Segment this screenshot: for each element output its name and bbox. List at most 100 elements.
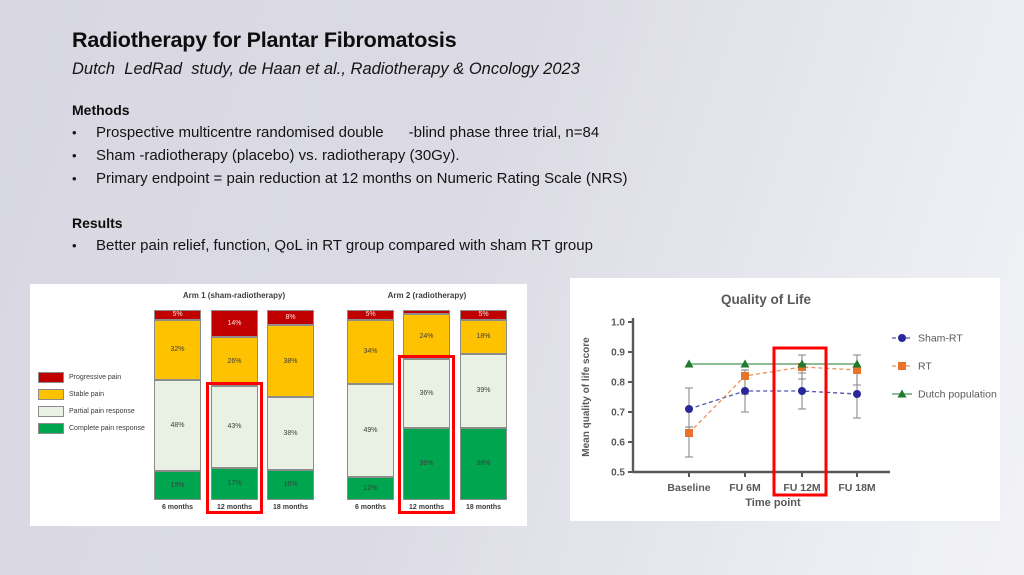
legend-row: Progressive pain <box>38 372 145 383</box>
bar-segment: 16% <box>267 469 314 500</box>
bar-category-label: 12 months <box>408 504 444 511</box>
legend-label: Stable pain <box>69 391 105 398</box>
bar-segment: 36% <box>403 359 450 428</box>
bar-segment: 5% <box>347 310 394 320</box>
bar-segment: 15% <box>154 471 201 500</box>
bar-segment: 39% <box>460 353 507 428</box>
bullet-marker: • <box>72 125 77 140</box>
stacked-bar: 5% 32% 48% 15% <box>154 310 201 500</box>
bar-segment: 38% <box>267 397 314 470</box>
bullet-marker: • <box>72 148 77 163</box>
methods-bullet-item-text: Primary endpoint = pain reduction at 12 … <box>96 170 628 187</box>
legend-swatch <box>38 372 64 383</box>
qol-xaxis-label: Time point <box>745 497 801 509</box>
triangle-marker-dutch-population <box>852 359 862 368</box>
legend-label: Dutch population <box>918 389 997 401</box>
bar-segment: 38% <box>403 427 450 500</box>
y-tick-label: 0.9 <box>611 348 625 359</box>
bar-category-label: 6 months <box>161 504 194 511</box>
bar-segment: 5% <box>460 310 507 320</box>
legend-row: Partial pain response <box>38 406 145 417</box>
bar-category-label: 6 months <box>354 504 387 511</box>
bullet-marker: • <box>72 171 77 186</box>
square-marker-rt <box>741 372 749 380</box>
circle-marker-sham-rt <box>741 387 749 395</box>
triangle-marker-dutch-population <box>740 359 750 368</box>
stacked-bar: 8% 38% 38% 16% <box>267 310 314 500</box>
slide-title: Radiotherapy for Plantar Fibromatosis <box>72 28 457 52</box>
legend-swatch <box>38 389 64 400</box>
stacked-bar: 5% 18% 39% 38% <box>460 310 507 500</box>
stacked-bar: 14% 26% 43% 17% <box>211 310 258 500</box>
bar-category-label: 18 months <box>272 504 308 511</box>
qol-chart-svg: Quality of Life Time point Mean quality of… <box>581 292 997 509</box>
bar-segment: 43% <box>211 385 258 468</box>
legend-swatch <box>38 423 64 434</box>
methods-bullet-item-text: Sham -radiotherapy (placebo) vs. radioth… <box>96 147 460 164</box>
bar-segment: 32% <box>154 319 201 381</box>
x-tick-label: FU 18M <box>838 482 876 494</box>
bar-segment: 48% <box>154 380 201 472</box>
qol-yaxis-label: Mean quality of life score <box>581 337 592 457</box>
legend-label: Sham-RT <box>918 333 963 345</box>
methods-bullet-item-2: • Sham -radiotherapy (placebo) vs. radiot… <box>72 144 628 167</box>
circle-marker-sham-rt <box>798 387 806 395</box>
results-list: • Better pain relief, function, QoL in RT… <box>72 234 593 257</box>
stacked-bar: 5% 34% 49% 12% <box>347 310 394 500</box>
legend-marker-circle <box>898 334 906 342</box>
quality-of-life-line-chart: Quality of Life Time point Mean quality of… <box>570 278 1000 521</box>
circle-marker-sham-rt <box>853 390 861 398</box>
arm-group-title: Arm 1 (sham-radiotherapy) <box>182 291 286 300</box>
x-tick-label: FU 6M <box>729 482 761 494</box>
bar-segment: 49% <box>347 384 394 478</box>
bar-segment: 24% <box>403 313 450 360</box>
legend-label: Partial pain response <box>69 408 135 415</box>
y-tick-label: 0.6 <box>611 438 625 449</box>
methods-bullet-item-1: • Prospective multicentre randomised doub… <box>72 121 628 144</box>
triangle-marker-dutch-population <box>797 359 807 368</box>
bar-segment: 34% <box>347 319 394 385</box>
y-tick-label: 0.8 <box>611 378 625 389</box>
highlight-box-12-months <box>206 382 263 514</box>
pain-response-stacked-bar-chart: Progressive pain Stable pain Partial pain … <box>30 284 527 526</box>
legend-marker-triangle <box>897 389 907 398</box>
legend-label: RT <box>918 361 932 373</box>
bar-segment: 38% <box>267 325 314 398</box>
square-marker-rt <box>853 366 861 374</box>
highlight-box-12-months <box>398 355 455 514</box>
legend-row: Stable pain <box>38 389 145 400</box>
methods-heading: Methods <box>72 102 130 118</box>
qol-title: Quality of Life <box>721 292 811 307</box>
legend-swatch <box>38 406 64 417</box>
x-tick-label: FU 12M <box>783 482 821 494</box>
stacked-bar: 24% 36% 38% <box>403 310 450 500</box>
bar-segment: 5% <box>154 310 201 320</box>
bar-category-label: 12 months <box>216 504 252 511</box>
results-heading: Results <box>72 215 123 231</box>
legend-label: Complete pain response <box>69 425 145 432</box>
bar-segment: 38% <box>460 427 507 500</box>
bar-segment: 12% <box>347 477 394 500</box>
bar-category-label: 18 months <box>465 504 501 511</box>
results-bullet-item-text: Better pain relief, function, QoL in RT … <box>96 237 593 254</box>
results-bullet-item-1: • Better pain relief, function, QoL in RT… <box>72 234 593 257</box>
square-marker-rt <box>685 429 693 437</box>
arm-group-title: Arm 2 (radiotherapy) <box>387 291 467 300</box>
bar-chart-legend: Progressive pain Stable pain Partial pain … <box>38 372 145 440</box>
bar-segment <box>403 310 450 314</box>
bar-segment: 26% <box>211 336 258 386</box>
y-tick-label: 0.7 <box>611 408 625 419</box>
legend-marker-square <box>898 362 906 370</box>
circle-marker-sham-rt <box>685 405 693 413</box>
slide-subtitle: Dutch LedRad study, de Haan et al., Radi… <box>72 60 580 78</box>
methods-bullet-item-3: • Primary endpoint = pain reduction at 12… <box>72 167 628 190</box>
bar-segment: 17% <box>211 467 258 500</box>
legend-row: Complete pain response <box>38 423 145 434</box>
x-tick-label: Baseline <box>667 482 710 494</box>
bar-segment: 18% <box>460 319 507 354</box>
bar-segment: 8% <box>267 310 314 326</box>
highlight-box-fu-12m <box>772 346 828 497</box>
methods-list: • Prospective multicentre randomised doub… <box>72 121 628 190</box>
legend-label: Progressive pain <box>69 374 122 381</box>
